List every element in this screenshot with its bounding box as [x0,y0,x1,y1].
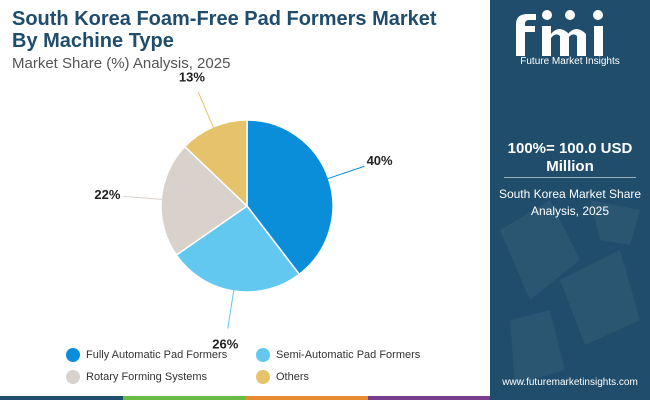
leader-line-others [197,91,215,129]
legend-label-semi-automatic: Semi-Automatic Pad Formers [276,349,421,361]
legend-label-others: Others [276,371,310,383]
data-label-fully-automatic: 40% [367,153,393,168]
data-label-semi-automatic: 26% [212,336,238,351]
leader-line-rotary-forming [123,195,164,200]
side-panel: Future Market Insights 100%= 100.0 USD M… [490,0,650,400]
data-label-rotary-forming: 22% [94,187,120,202]
legend-item-semi-automatic: Semi-Automatic Pad Formers [256,348,420,362]
bottom-bar-segment [0,396,123,400]
leader-line-semi-automatic [227,288,235,329]
logo-text: Future Market Insights [520,56,620,67]
bottom-bar-segment [122,396,245,400]
legend-swatch-rotary-forming [66,370,80,384]
bottom-bar-segment [245,396,368,400]
bottom-bar-segment [367,396,490,400]
pie-chart: 40% 26% 22% 13% [94,69,393,351]
chart-subtitle: Market Share (%) Analysis, 2025 [12,55,231,72]
legend-item-fully-automatic: Fully Automatic Pad Formers [66,348,227,362]
data-label-others: 13% [179,69,205,84]
fmi-logo [516,10,603,56]
bottom-color-bar [0,396,490,400]
panel-subtext: South Korea Market Share Analysis, 2025 [498,187,642,218]
market-size-headline: 100%= 100.0 USD Million [507,140,633,175]
chart-title-line-2: By Machine Type [12,30,174,52]
legend-label-fully-automatic: Fully Automatic Pad Formers [86,349,228,361]
panel-divider [504,177,636,178]
leader-line-fully-automatic [326,165,365,180]
legend-item-rotary-forming: Rotary Forming Systems [66,370,207,384]
chart-title: South Korea Foam-Free Pad Formers Market… [12,8,482,52]
website-link[interactable]: www.futuremarketinsights.com [502,377,638,388]
legend-swatch-semi-automatic [256,348,270,362]
chart-title-line-1: South Korea Foam-Free Pad Formers Market [12,8,437,30]
legend-swatch-others [256,370,270,384]
panel-background-pattern [500,200,640,385]
legend-item-others: Others [256,370,309,384]
legend-swatch-fully-automatic [66,348,80,362]
legend-label-rotary-forming: Rotary Forming Systems [86,371,208,383]
